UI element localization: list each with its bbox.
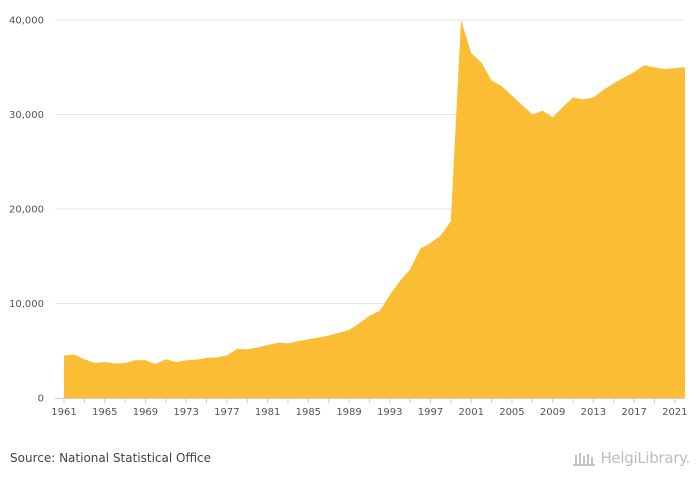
brand-name: HelgiLibrary.	[600, 449, 690, 467]
x-tick-label: 1993	[377, 407, 402, 418]
x-tick-label: 1985	[296, 407, 321, 418]
x-tick-label: 2017	[621, 407, 646, 418]
brand-logo: HelgiLibrary.	[572, 449, 690, 467]
x-tick-label: 2001	[458, 407, 483, 418]
x-tick-label: 1989	[336, 407, 361, 418]
x-tick-label: 2009	[540, 407, 565, 418]
footer: Source: National Statistical Office Helg…	[0, 440, 700, 483]
x-tick-label: 1997	[418, 407, 443, 418]
x-tick-label: 1969	[133, 407, 158, 418]
y-tick-label: 10,000	[9, 299, 44, 310]
x-tick-label: 1981	[255, 407, 280, 418]
y-axis: 0 10,000 20,000 30,000 40,000	[9, 16, 44, 405]
x-tick-label: 2013	[581, 407, 606, 418]
y-tick-label: 0	[38, 394, 44, 405]
x-tick-label: 1965	[92, 407, 117, 418]
x-tick-label: 1977	[214, 407, 239, 418]
source-note: Source: National Statistical Office	[10, 451, 212, 465]
x-tick-label: 1973	[173, 407, 198, 418]
area-series	[64, 20, 685, 398]
area-series-fill	[64, 20, 685, 398]
y-tick-label: 20,000	[9, 205, 44, 216]
y-tick-label: 30,000	[9, 110, 44, 121]
x-tick-label: 2021	[662, 407, 687, 418]
library-icon	[573, 453, 596, 466]
y-tick-label: 40,000	[9, 16, 44, 27]
x-tick-label: 2005	[499, 407, 524, 418]
area-chart: 1961 1965 1969 1973 1977 1981 1985 1989 1993 1997…	[9, 16, 688, 419]
x-tick-label: 1961	[51, 407, 76, 418]
x-axis: 1961 1965 1969 1973 1977 1981 1985 1989 1993 1997…	[51, 398, 688, 418]
